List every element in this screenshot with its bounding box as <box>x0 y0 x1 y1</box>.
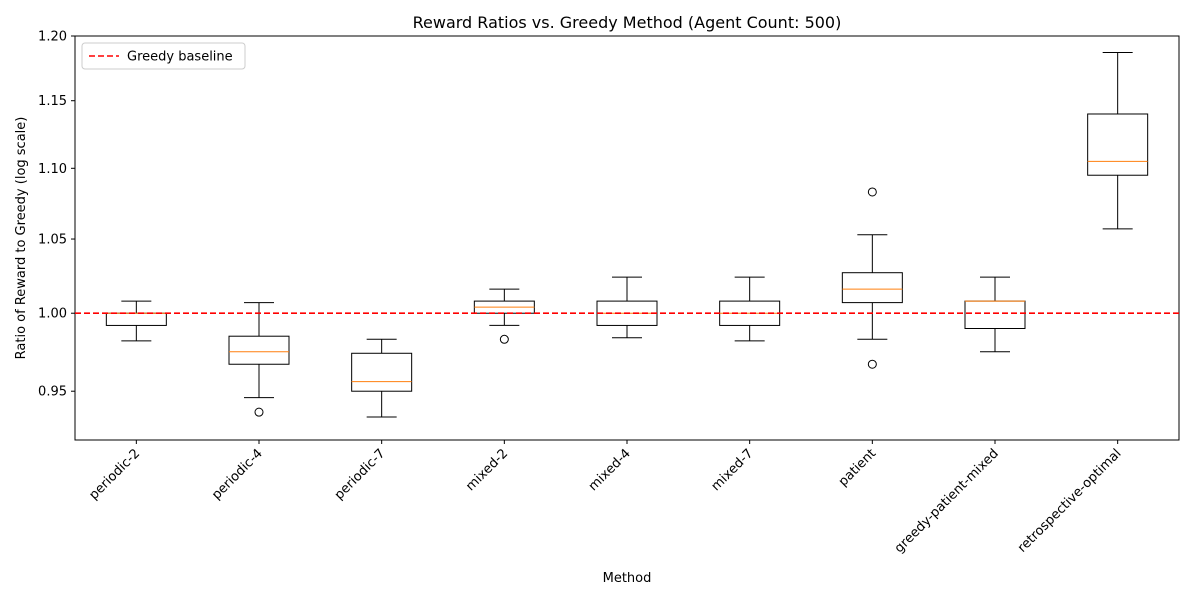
box-outlier <box>867 187 877 197</box>
box-iqr <box>228 335 290 365</box>
legend-frame <box>81 42 246 70</box>
x-tick-label: mixed-4 <box>586 446 634 494</box>
x-tick-label: periodic-2 <box>86 446 143 503</box>
y-tick-label: 1.10 <box>38 162 67 177</box>
x-axis-title: Method <box>603 571 652 586</box>
box-outlier <box>254 407 264 417</box>
x-tick-label: mixed-7 <box>709 446 757 494</box>
axes-frame <box>74 35 1180 441</box>
chart-title: Reward Ratios vs. Greedy Method (Agent C… <box>413 13 842 32</box>
box-iqr <box>1087 113 1149 176</box>
box-iqr <box>351 352 413 392</box>
x-tick-label: greedy-patient-mixed <box>892 446 1002 556</box>
x-tick-label: retrospective-optimal <box>1015 446 1124 555</box>
plot-area: 0.95 1.00 1.05 1.10 1.15 1.20 periodic-2 period… <box>38 30 1180 556</box>
box-iqr <box>105 312 167 326</box>
y-tick-label: 1.15 <box>38 94 67 109</box>
y-tick-label: 1.05 <box>38 233 67 248</box>
y-tick-label: 1.00 <box>38 307 67 322</box>
box-outlier <box>499 334 509 344</box>
box-iqr <box>964 300 1026 330</box>
x-tick-label: periodic-4 <box>209 446 266 503</box>
y-axis-title: Ratio of Reward to Greedy (log scale) <box>14 117 29 360</box>
y-tick-label: 0.95 <box>38 385 67 400</box>
x-tick-label: periodic-7 <box>332 446 389 503</box>
legend-label-greedy-baseline: Greedy baseline <box>127 50 233 65</box>
legend: Greedy baseline <box>81 42 246 70</box>
box-iqr <box>841 272 903 304</box>
y-tick-label: 1.20 <box>38 30 67 45</box>
x-tick-label: mixed-2 <box>463 446 511 494</box>
x-tick-label: patient <box>836 446 879 489</box>
box-outlier <box>867 359 877 369</box>
